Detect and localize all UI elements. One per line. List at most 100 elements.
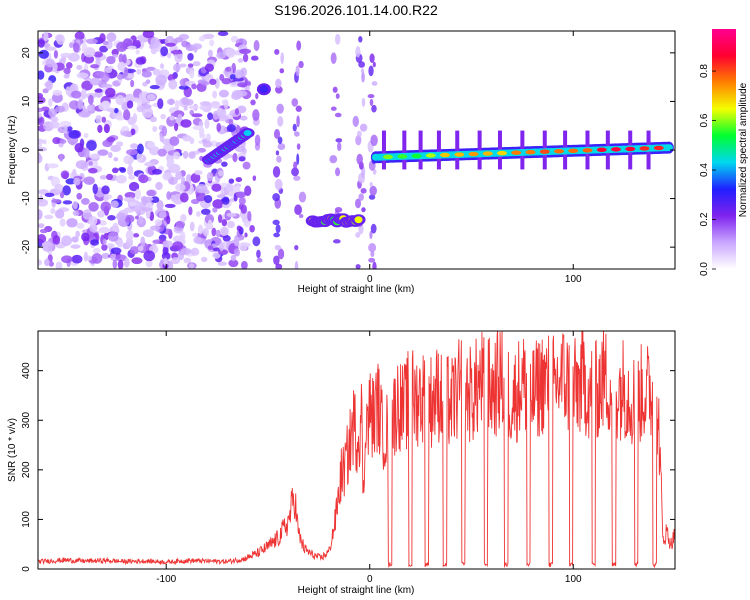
noise-spot: [202, 33, 215, 40]
noise-spot: [98, 220, 107, 226]
noise-spot: [206, 133, 211, 142]
snr-y-label: SNR (10 * v/v): [7, 418, 18, 482]
trace-peak: [497, 150, 508, 156]
noise-spot: [63, 124, 68, 134]
noise-spot: [133, 97, 140, 103]
noise-spot: [48, 108, 57, 118]
noise-spot: [50, 116, 59, 123]
noise-spot: [238, 242, 248, 252]
noise-spot: [293, 131, 300, 137]
noise-spot: [360, 68, 365, 74]
noise-spot: [221, 219, 228, 227]
noise-spot: [115, 94, 125, 106]
noise-spot: [280, 52, 285, 65]
spectrogram-y-ticks: 20 10 0 -10 -20: [21, 47, 675, 254]
trace-peak: [411, 153, 422, 159]
trace-core: [664, 144, 673, 152]
noise-spot: [106, 32, 117, 42]
noise-spot: [197, 224, 204, 235]
noise-spot: [119, 167, 127, 173]
noise-spot: [134, 188, 142, 200]
noise-spot: [218, 170, 224, 177]
noise-spot: [200, 256, 208, 263]
noise-spot: [333, 239, 341, 244]
spectrogram-x-label: Height of straight line (km): [298, 284, 415, 295]
spectrogram-noise-layer: [38, 31, 378, 269]
noise-spot: [126, 149, 138, 156]
noise-spot: [273, 129, 281, 139]
noise-spot: [369, 181, 373, 188]
noise-spot: [274, 244, 282, 251]
noise-spot: [212, 207, 218, 213]
noise-spot: [138, 174, 149, 184]
noise-spot: [277, 136, 283, 145]
noise-spot: [110, 144, 122, 153]
noise-spot: [247, 81, 252, 86]
noise-spot: [87, 94, 94, 105]
noise-spot: [225, 48, 236, 58]
noise-spot: [183, 257, 192, 264]
noise-spot: [165, 42, 176, 47]
noise-spot: [358, 35, 363, 43]
noise-spot: [146, 189, 156, 197]
noise-spot: [235, 191, 247, 199]
noise-spot: [217, 31, 229, 37]
noise-spot: [221, 203, 230, 209]
noise-spot: [59, 139, 67, 144]
noise-spot: [215, 229, 221, 238]
noise-spot: [337, 142, 342, 152]
noise-spot: [182, 134, 192, 142]
noise-spot: [189, 69, 195, 79]
noise-spot: [275, 224, 281, 234]
noise-spot: [156, 199, 164, 211]
noise-spot: [136, 68, 142, 75]
noise-spot: [254, 134, 261, 147]
noise-spot: [99, 175, 108, 180]
noise-spot: [66, 218, 78, 228]
noise-spot: [141, 207, 153, 212]
noise-spot: [369, 98, 374, 106]
noise-spot: [228, 259, 239, 268]
noise-spot: [369, 185, 377, 196]
noise-spot: [131, 257, 143, 265]
noise-spot: [200, 208, 211, 215]
noise-spot: [293, 175, 301, 181]
noise-spot: [294, 244, 299, 251]
noise-spot: [108, 151, 113, 159]
x-tick-label: 0: [367, 574, 373, 585]
noise-spot: [83, 251, 89, 262]
y-tick-label: -20: [21, 239, 32, 254]
noise-spot: [122, 54, 127, 64]
noise-spot: [88, 161, 94, 166]
noise-spot: [226, 124, 236, 132]
noise-spot: [294, 260, 299, 269]
noise-spot: [52, 234, 61, 245]
noise-spot: [158, 211, 167, 219]
noise-spot: [140, 195, 148, 203]
noise-spot: [122, 130, 132, 137]
trace-peak: [653, 145, 664, 151]
noise-spot: [188, 105, 199, 110]
noise-spot: [335, 33, 341, 45]
noise-spot: [203, 194, 213, 204]
noise-spot: [135, 49, 140, 55]
colorbar-ticks: 0.0 0.2 0.4 0.6 0.8: [699, 64, 716, 276]
noise-spot: [124, 214, 135, 223]
noise-spot: [62, 185, 71, 196]
snr-series-line: [38, 331, 675, 569]
noise-spot: [95, 114, 103, 124]
noise-spot: [102, 100, 111, 110]
noise-spot: [164, 203, 176, 208]
noise-spot: [226, 220, 235, 229]
noise-spot: [198, 35, 206, 42]
noise-spot: [89, 77, 101, 86]
noise-spot: [277, 143, 286, 151]
noise-spot: [68, 42, 74, 49]
noise-spot: [230, 73, 236, 80]
noise-spot: [115, 141, 124, 147]
noise-spot: [161, 125, 168, 137]
noise-spot: [372, 61, 376, 68]
noise-spot: [38, 259, 43, 266]
noise-spot: [295, 105, 302, 112]
